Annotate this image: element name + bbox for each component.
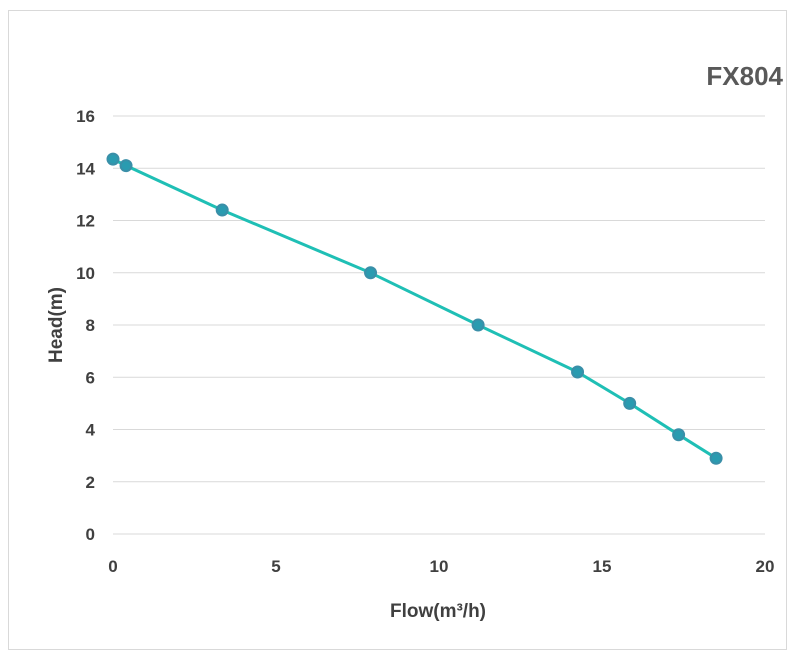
y-tick-label: 4 (86, 421, 96, 440)
x-tick-label: 20 (756, 557, 775, 576)
gridlines (113, 115, 765, 535)
data-point (571, 365, 585, 379)
data-point (471, 318, 485, 332)
y-tick-labels: 0 2 4 6 8 10 12 14 16 (76, 107, 95, 544)
series-line (112, 157, 717, 460)
x-tick-label: 10 (430, 557, 449, 576)
data-point (709, 451, 723, 465)
x-tick-label: 15 (593, 557, 612, 576)
x-tick-labels: 0 5 10 15 20 (108, 557, 774, 576)
data-point (119, 159, 133, 173)
data-point (623, 396, 637, 410)
y-tick-label: 6 (86, 368, 95, 387)
data-point (106, 152, 120, 166)
series-layer (106, 152, 723, 465)
x-tick-label: 5 (271, 557, 280, 576)
y-tick-label: 0 (86, 525, 95, 544)
data-point (364, 266, 378, 280)
y-tick-label: 8 (86, 316, 95, 335)
x-axis-title: Flow(m³/h) (390, 601, 486, 622)
y-tick-label: 2 (86, 473, 95, 492)
y-axis-title: Head(m) (46, 287, 67, 363)
y-tick-label: 14 (76, 159, 95, 178)
data-point (215, 203, 229, 217)
data-point (672, 428, 686, 442)
chart-frame (8, 10, 787, 650)
y-tick-label: 16 (76, 107, 95, 126)
x-tick-label: 0 (108, 557, 117, 576)
y-tick-label: 10 (76, 264, 95, 283)
y-tick-label: 12 (76, 212, 95, 231)
chart-title: FX804 (706, 61, 783, 91)
